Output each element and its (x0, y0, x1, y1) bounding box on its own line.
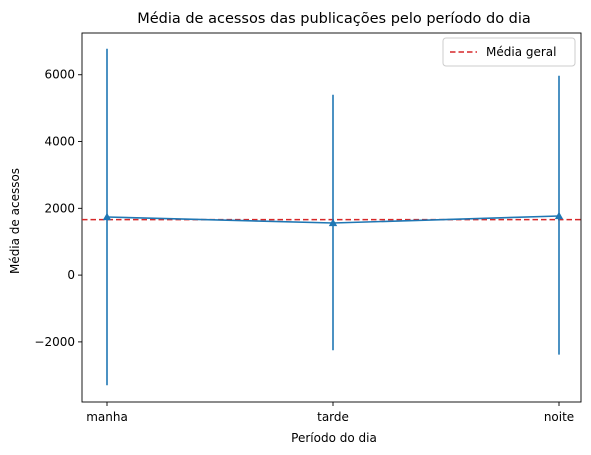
y-tick-label-2: 2000 (44, 201, 75, 215)
x-tick-label-1: tarde (317, 410, 349, 424)
legend-label: Média geral (486, 45, 556, 59)
y-tick-label-1: 0 (67, 268, 75, 282)
x-tick-label-0: manha (86, 410, 128, 424)
data-point-manha (102, 212, 112, 221)
y-tick-label-3: 4000 (44, 135, 75, 149)
data-point-tarde (328, 218, 338, 227)
y-tick-label-4: 6000 (44, 68, 75, 82)
legend-box (442, 37, 576, 67)
legend: Média geral (442, 37, 576, 67)
y-axis-label: Média de acessos (8, 168, 22, 274)
chart-title: Média de acessos das publicações pelo pe… (137, 11, 531, 27)
axes-frame (81, 32, 582, 403)
y-tick-label-0: −2000 (34, 335, 75, 349)
plot-area: −2000 0 2000 4000 6000 manha tarde noite (34, 32, 582, 424)
x-tick-label-2: noite (544, 410, 574, 424)
x-axis-label: Período do dia (291, 431, 377, 445)
data-point-noite (554, 211, 564, 220)
